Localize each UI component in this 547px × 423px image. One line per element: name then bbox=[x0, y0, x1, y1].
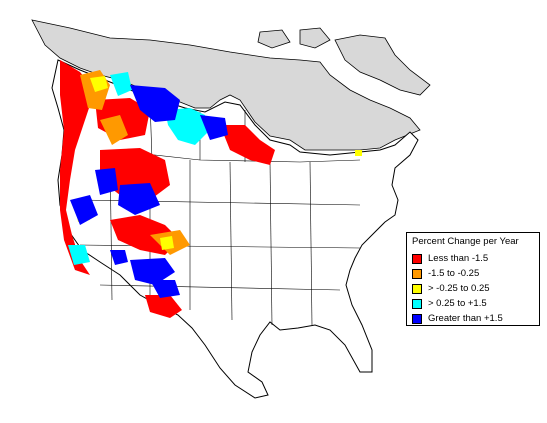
legend-swatch bbox=[412, 298, 422, 309]
trend-area-decline-strong bbox=[60, 60, 95, 275]
arctic-island bbox=[257, 29, 291, 49]
legend-item-stable: > -0.25 to 0.25 bbox=[412, 281, 535, 296]
legend-swatch bbox=[412, 268, 422, 279]
legend-item-increase-strong: Greater than +1.5 bbox=[412, 311, 535, 326]
legend: Percent Change per Year Less than -1.5 -… bbox=[406, 232, 540, 326]
legend-item-decline-moderate: -1.5 to -0.25 bbox=[412, 266, 535, 281]
legend-item-increase-moderate: > 0.25 to +1.5 bbox=[412, 296, 535, 311]
legend-item-decline-strong: Less than -1.5 bbox=[412, 251, 535, 266]
legend-swatch bbox=[412, 253, 422, 264]
legend-label: Less than -1.5 bbox=[428, 253, 489, 264]
trend-area-increase-strong bbox=[150, 280, 180, 298]
trend-area-decline-strong bbox=[220, 125, 275, 165]
trend-area-increase-strong bbox=[200, 115, 228, 140]
trend-area-stable bbox=[355, 150, 362, 156]
legend-swatch bbox=[412, 313, 422, 324]
legend-swatch bbox=[412, 283, 422, 294]
trend-area-decline-moderate bbox=[100, 115, 128, 145]
legend-label: > 0.25 to +1.5 bbox=[428, 298, 487, 309]
trend-area-increase-moderate bbox=[165, 108, 210, 145]
trend-area-increase-moderate bbox=[110, 72, 132, 96]
trend-area-increase-strong bbox=[70, 195, 98, 225]
legend-label: Greater than +1.5 bbox=[428, 313, 503, 324]
trend-data-layer bbox=[60, 60, 362, 318]
trend-area-increase-moderate bbox=[68, 245, 90, 265]
arctic-island bbox=[334, 34, 431, 96]
legend-label: > -0.25 to 0.25 bbox=[428, 283, 490, 294]
trend-area-stable bbox=[160, 236, 174, 250]
trend-area-increase-strong bbox=[118, 183, 160, 215]
trend-area-decline-strong bbox=[145, 295, 182, 318]
arctic-island bbox=[299, 27, 331, 49]
legend-title: Percent Change per Year bbox=[412, 236, 519, 247]
trend-area-increase-strong bbox=[95, 168, 118, 195]
trend-area-increase-strong bbox=[110, 250, 128, 265]
trend-area-stable bbox=[90, 76, 108, 92]
mainland-outline bbox=[51, 59, 419, 399]
legend-label: -1.5 to -0.25 bbox=[428, 268, 480, 279]
trend-area-increase-strong bbox=[130, 258, 175, 285]
trend-area-increase-strong bbox=[130, 85, 180, 122]
